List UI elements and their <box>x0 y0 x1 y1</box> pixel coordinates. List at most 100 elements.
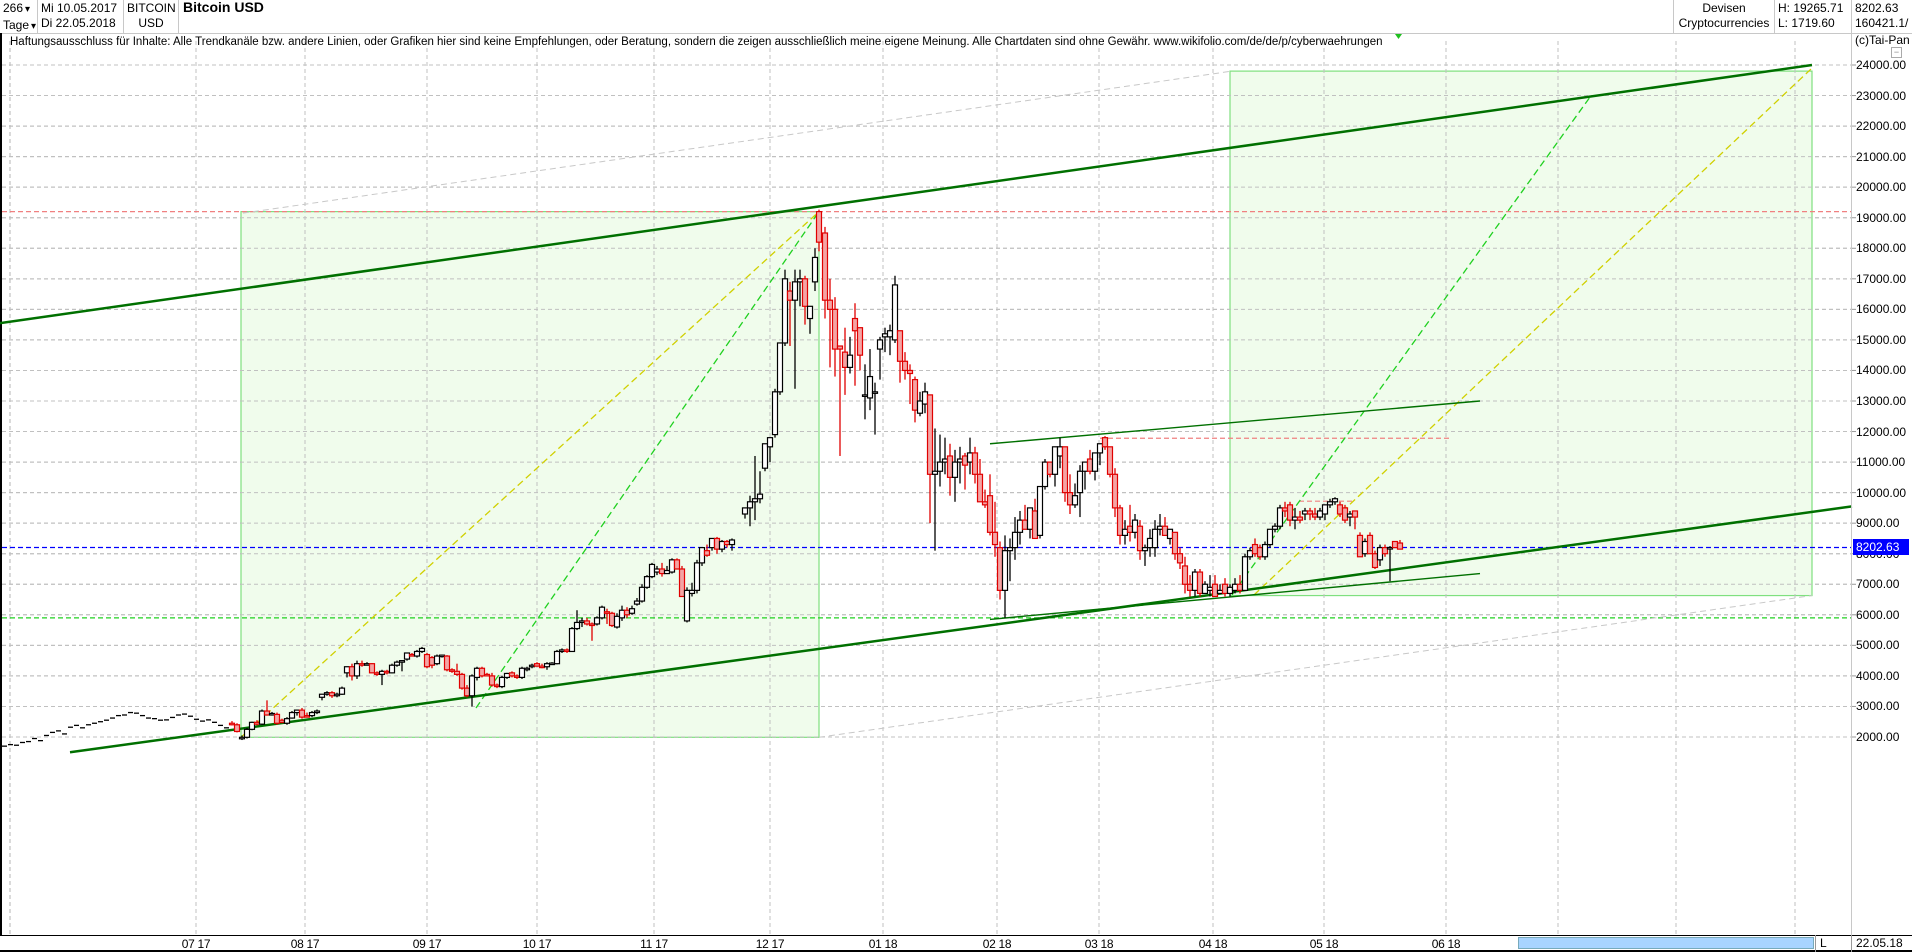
candle-body <box>1226 586 1234 595</box>
y-tick-label: 8000.00 <box>1856 552 1900 561</box>
candle-body <box>926 394 934 475</box>
candle-body <box>408 653 416 657</box>
candle-body <box>871 391 879 394</box>
y-tick-label: 11000.00 <box>1856 455 1906 470</box>
candle-body <box>673 559 681 570</box>
candle-up <box>1036 485 1044 539</box>
candle-body <box>728 539 736 546</box>
candle-body <box>293 709 301 714</box>
candle-up <box>633 598 641 606</box>
candle-body <box>1051 446 1059 475</box>
candle-up <box>433 654 441 666</box>
candle-up <box>718 539 726 553</box>
candle-up <box>258 709 266 725</box>
candle-body <box>856 327 864 356</box>
candle-body <box>981 501 989 506</box>
candle-up <box>553 649 561 665</box>
candle-down <box>1116 504 1124 545</box>
symbol-line1: BITCOIN <box>127 1 176 15</box>
candle-down <box>1136 520 1144 560</box>
candle-up <box>318 693 326 701</box>
interval-dropdown[interactable]: Tage <box>0 17 37 34</box>
candle-body <box>1116 507 1124 536</box>
candle-body <box>1391 540 1399 549</box>
candle-body <box>1331 498 1339 503</box>
candle-body <box>1371 553 1379 569</box>
candle-up <box>1041 459 1049 490</box>
candle-down <box>906 364 914 405</box>
candle-body <box>473 667 481 679</box>
candle-body <box>756 493 764 500</box>
candle-down <box>1046 461 1054 478</box>
candle-body <box>1011 531 1019 549</box>
candle-body <box>951 461 959 478</box>
candle-up <box>638 584 646 603</box>
candle-body <box>1236 583 1244 591</box>
y-tick-label: 12000.00 <box>1856 424 1907 439</box>
candle-body <box>1271 525 1279 530</box>
candle-body <box>1261 543 1269 558</box>
candle-body <box>1121 528 1129 536</box>
category-line2: Cryptocurrencies <box>1678 16 1770 30</box>
candle-body <box>403 652 411 660</box>
candle-down <box>841 327 849 395</box>
candle-body <box>1366 534 1374 555</box>
candle-body <box>836 345 844 350</box>
navigator-mode-button[interactable]: L <box>1820 936 1827 950</box>
date-navigator-scrollbar[interactable] <box>1518 937 1814 949</box>
candle-down <box>703 544 711 557</box>
candle-body <box>1191 571 1199 591</box>
candle-up <box>1141 544 1149 566</box>
date-to[interactable]: Di 22.05.2018 <box>41 16 116 30</box>
candle-up <box>746 495 754 527</box>
candle-body <box>598 606 606 619</box>
grey-trend-line <box>818 595 1813 738</box>
candle-body <box>533 663 541 667</box>
candle-body <box>398 660 406 663</box>
candle-body <box>528 664 536 668</box>
candle-body <box>1176 553 1184 564</box>
candle-body <box>1066 492 1074 506</box>
candle-body <box>483 673 491 677</box>
candle-down <box>1381 544 1389 557</box>
candle-body <box>1106 446 1114 475</box>
candle-body <box>548 662 556 666</box>
candle-down <box>588 622 596 641</box>
candle-down <box>233 723 241 733</box>
candle-up <box>1216 584 1224 595</box>
candlesticks <box>228 209 1404 741</box>
candle-down <box>1286 501 1294 527</box>
candle-down <box>483 672 491 677</box>
date-from[interactable]: Mi 10.05.2017 <box>41 1 118 15</box>
candle-down <box>443 655 451 672</box>
candle-body <box>1141 547 1149 552</box>
candle-body <box>1356 534 1364 558</box>
candle-body <box>1016 519 1024 533</box>
candle-body <box>811 256 819 283</box>
candle-body <box>1166 528 1174 540</box>
candle-up <box>781 269 789 347</box>
candle-body <box>328 692 336 697</box>
candle-up <box>741 507 749 519</box>
candle-body <box>288 711 296 719</box>
candle-up <box>1051 446 1059 487</box>
candle-body <box>313 710 321 714</box>
navigator-end-date: 22.05.18 <box>1856 936 1903 950</box>
candle-body <box>343 666 351 674</box>
candle-body <box>866 375 874 399</box>
y-tick-label: 2000.00 <box>1856 729 1900 744</box>
candle-up <box>941 437 949 475</box>
candle-body <box>1156 525 1164 530</box>
collapse-icon[interactable]: − <box>1891 47 1902 58</box>
candle-body <box>498 676 506 688</box>
projection-line <box>1253 67 1813 596</box>
candle-down <box>1296 510 1304 524</box>
candle-down <box>478 666 486 678</box>
bar-count-dropdown[interactable]: 266 <box>0 0 37 17</box>
candle-down <box>1176 547 1184 569</box>
candle-body <box>1071 495 1079 506</box>
candle-up <box>1361 538 1369 557</box>
candle-body <box>503 672 511 679</box>
candle-body <box>936 461 944 472</box>
